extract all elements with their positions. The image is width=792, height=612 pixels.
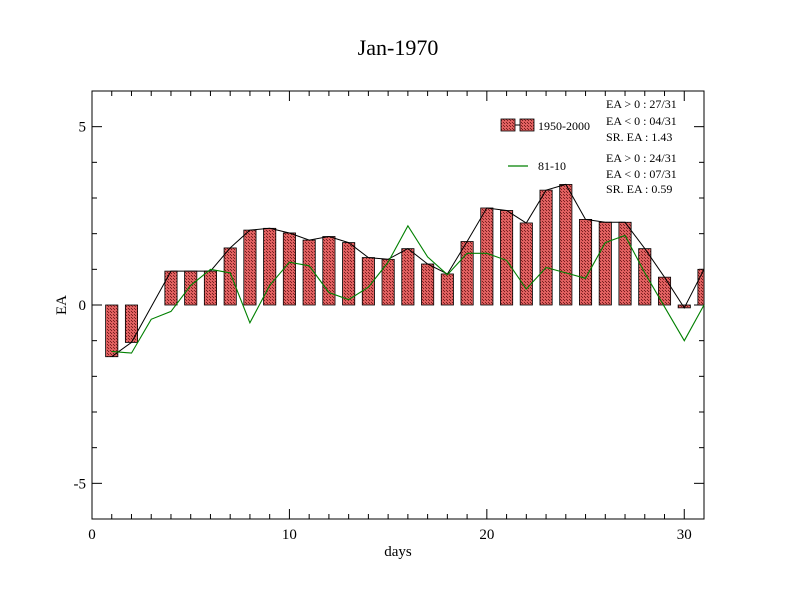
- bar-day-25: [579, 218, 593, 306]
- stats-81-10-neg: EA < 0 : 07/31: [606, 167, 677, 181]
- legend-bar-swatch-1950-2000-b: [519, 118, 535, 132]
- bar-day-19: [460, 241, 474, 306]
- bar-day-21: [500, 210, 514, 306]
- bar-day-17: [421, 263, 435, 306]
- x-tick-label-20: 20: [479, 527, 494, 543]
- bar-day-24: [559, 184, 573, 306]
- bar-day-12: [322, 236, 336, 306]
- axis-ticks: 0 10 20 30 5 0 -5: [74, 91, 705, 543]
- y-tick-label-0: 0: [79, 298, 87, 314]
- bar-day-11: [302, 239, 316, 306]
- x-tick-label-30: 30: [677, 527, 692, 543]
- bar-day-20: [480, 207, 494, 306]
- legend-label-1950-2000: 1950-2000: [538, 119, 590, 133]
- bar-day-8: [243, 229, 257, 306]
- bar-day-15: [381, 258, 395, 306]
- bar-day-7: [223, 247, 237, 306]
- legend-bar-swatch-1950-2000: [500, 118, 516, 132]
- bar-day-1: [105, 304, 119, 358]
- stats-1950-2000-sr: SR. EA : 1.43: [606, 130, 672, 144]
- legend: 1950-2000 EA > 0 : 27/31 EA < 0 : 04/31 …: [500, 97, 677, 196]
- bar-day-18: [440, 273, 454, 306]
- x-tick-label-0: 0: [88, 527, 96, 543]
- bar-day-27: [618, 221, 632, 306]
- bar-day-28: [638, 248, 652, 306]
- x-tick-label-10: 10: [282, 527, 297, 543]
- bar-day-23: [539, 189, 553, 306]
- y-tick-label--5: -5: [74, 476, 87, 492]
- y-tick-label-5: 5: [79, 120, 87, 136]
- bar-day-31: [697, 268, 705, 306]
- bar-day-4: [164, 270, 178, 306]
- bars-1950-2000: [105, 184, 705, 358]
- stats-81-10-pos: EA > 0 : 24/31: [606, 151, 677, 165]
- bar-day-13: [342, 242, 356, 306]
- bar-day-26: [598, 221, 612, 306]
- chart-title: Jan-1970: [358, 35, 439, 60]
- bar-day-16: [401, 248, 415, 306]
- line-81-10: [111, 224, 705, 354]
- line-1950-2000: [111, 183, 705, 358]
- legend-label-81-10: 81-10: [538, 159, 566, 173]
- bar-day-22: [519, 222, 533, 306]
- bar-day-2: [124, 304, 139, 343]
- bar-day-10: [282, 232, 296, 306]
- stats-1950-2000-pos: EA > 0 : 27/31: [606, 97, 677, 111]
- bar-day-29: [657, 276, 672, 306]
- stats-81-10-sr: SR. EA : 0.59: [606, 182, 672, 196]
- series-lines: [111, 183, 705, 358]
- bar-day-5: [184, 270, 198, 306]
- stats-1950-2000-neg: EA < 0 : 04/31: [606, 114, 677, 128]
- y-axis-label: EA: [54, 295, 70, 315]
- bar-day-6: [203, 270, 217, 306]
- x-axis-label: days: [384, 544, 412, 560]
